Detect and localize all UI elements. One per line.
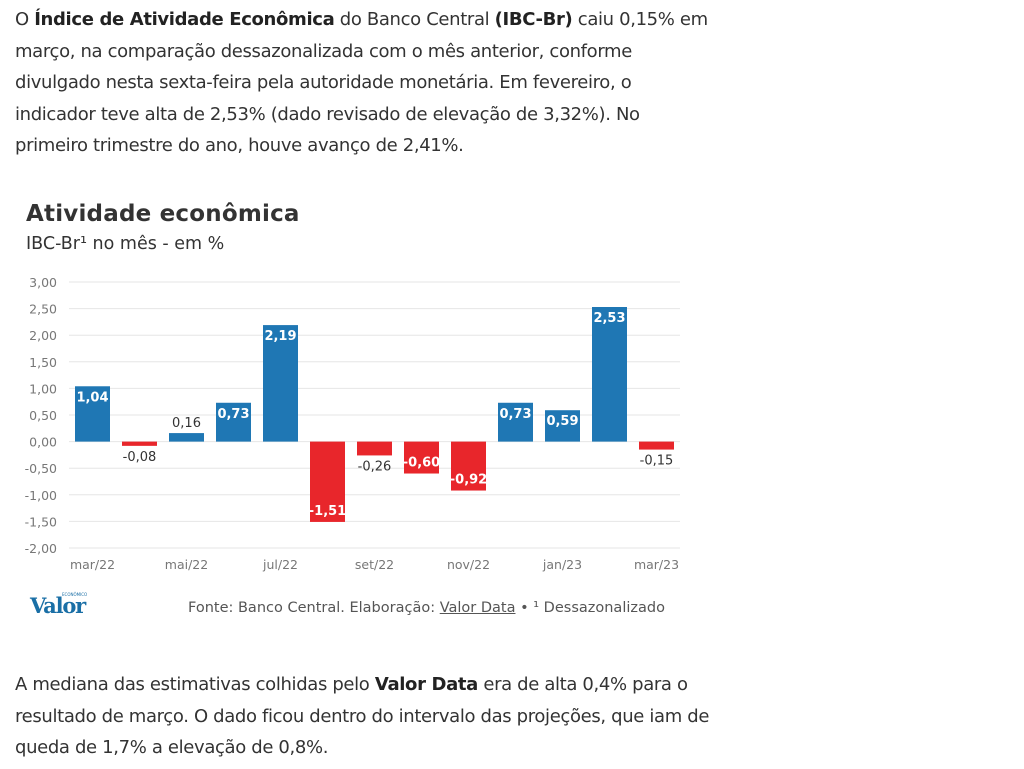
- bar-mai-22: [169, 433, 204, 442]
- bar-jan-23: [545, 410, 580, 442]
- data-labels: 1,04 -0,08 0,16 0,73 2,19 -1,51 -0,26 -0,60 -0,9…: [76, 311, 673, 519]
- data-label: 1,04: [76, 390, 108, 405]
- y-tick-label: -1,00: [25, 488, 57, 503]
- data-label: -0,15: [640, 454, 674, 469]
- data-label: 0,16: [172, 416, 201, 431]
- chart-title: Atividade econômica: [26, 201, 300, 227]
- data-label: 0,73: [499, 407, 531, 422]
- data-label: 0,73: [217, 407, 249, 422]
- y-tick-label: -0,50: [25, 461, 57, 476]
- data-label: -1,51: [309, 504, 346, 519]
- y-tick-label: 0,00: [29, 435, 57, 450]
- x-tick-label: nov/22: [447, 557, 490, 572]
- bar-set-22: [357, 441, 392, 456]
- bold-text: (IBC-Br): [494, 9, 573, 30]
- x-tick-label: jul/22: [262, 557, 298, 572]
- article-paragraph-1: O Índice de Atividade Econômica do Banco…: [15, 4, 715, 162]
- x-tick-label: jan/23: [542, 557, 582, 572]
- x-tick-label: mar/23: [634, 557, 679, 572]
- y-tick-label: 1,50: [29, 355, 57, 370]
- data-label: 0,59: [546, 414, 578, 429]
- valor-logo: Valor: [30, 593, 86, 618]
- valor-logo-tag: ECONÔMICO: [62, 592, 88, 597]
- source-suffix: • ¹ Dessazonalizado: [515, 600, 665, 616]
- text-span: do Banco Central: [334, 9, 495, 30]
- text-span: caiu 0,15% em março, na comparação dessa…: [15, 9, 708, 156]
- text-span: A mediana das estimativas colhidas pelo: [15, 674, 375, 695]
- text-span: O: [15, 9, 35, 30]
- bar-mar-22: [75, 386, 110, 442]
- bar-nov-22: [451, 441, 486, 491]
- y-axis: 3,00 2,50 2,00 1,50 1,00 0,50 0,00 -0,50 -1,00 -1…: [25, 275, 57, 556]
- bar-abr-22: [122, 441, 157, 446]
- y-tick-label: -2,00: [25, 541, 57, 556]
- x-tick-label: set/22: [355, 557, 394, 572]
- bar-out-22: [404, 441, 439, 474]
- chart-grid: [69, 281, 680, 549]
- y-tick-label: 2,00: [29, 328, 57, 343]
- valor-data-link[interactable]: Valor Data: [439, 600, 516, 616]
- data-label: 2,53: [593, 311, 625, 326]
- data-label: -0,92: [450, 473, 487, 488]
- y-tick-label: 1,00: [29, 381, 57, 396]
- bar-mar-23: [639, 441, 674, 450]
- bar-jun-22: [216, 402, 251, 442]
- bar-ago-22: [310, 441, 345, 522]
- data-label: -0,08: [123, 450, 157, 465]
- bold-text: Índice de Atividade Econômica: [34, 9, 335, 30]
- bar-jul-22: [263, 325, 298, 442]
- x-tick-label: mar/22: [70, 557, 115, 572]
- text-span: era de alta 0,4% para o resultado de mar…: [15, 674, 710, 758]
- bold-text: Valor Data: [374, 674, 478, 695]
- y-tick-label: 0,50: [29, 408, 57, 423]
- y-tick-label: -1,50: [25, 514, 57, 529]
- y-tick-label: 2,50: [29, 302, 57, 317]
- chart-source: Fonte: Banco Central. Elaboração: Valor …: [188, 600, 665, 616]
- chart-subtitle: IBC-Br¹ no mês - em %: [26, 234, 225, 254]
- data-label: -0,26: [358, 459, 392, 474]
- source-prefix: Fonte: Banco Central. Elaboração:: [188, 600, 440, 616]
- bar-chart: 3,00 2,50 2,00 1,50 1,00 0,50 0,00 -0,50 -1,00 -1…: [25, 275, 680, 572]
- data-label: 2,19: [264, 329, 296, 344]
- bars: [75, 307, 674, 522]
- x-tick-label: mai/22: [165, 557, 208, 572]
- y-tick-label: 3,00: [29, 275, 57, 290]
- data-label: -0,60: [403, 456, 440, 471]
- x-axis: mar/22 mai/22 jul/22 set/22 nov/22 jan/23 mar/…: [70, 557, 679, 572]
- bar-dez-22: [498, 402, 533, 442]
- bar-fev-23: [592, 307, 627, 442]
- article-paragraph-2: A mediana das estimativas colhidas pelo …: [15, 669, 715, 764]
